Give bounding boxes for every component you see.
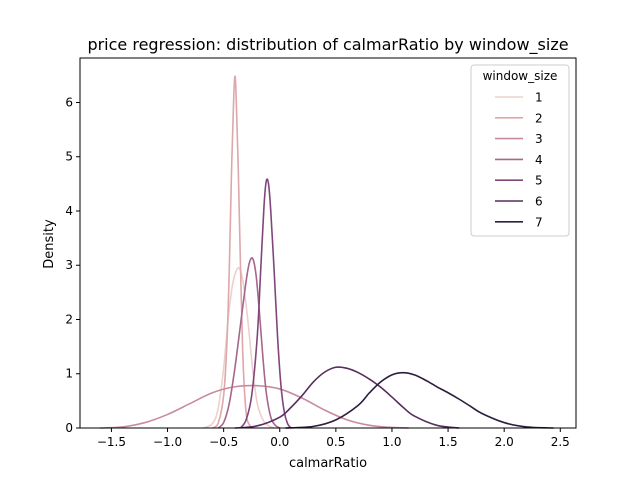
density-line-3 (100, 384, 409, 429)
y-tick-label: 4 (65, 204, 73, 218)
legend-label-1: 1 (535, 91, 543, 105)
y-tick-label: 0 (65, 421, 73, 435)
legend-label-2: 2 (535, 111, 543, 125)
y-tick-label: 2 (65, 312, 73, 326)
x-tick-label: 1.0 (382, 435, 401, 449)
x-tick-label: 2.0 (495, 435, 514, 449)
legend-label-4: 4 (535, 153, 543, 167)
y-axis-label: Density (42, 219, 57, 269)
x-axis-ticks: −1.5 −1.0 −0.5 0.0 0.5 1.0 1.5 2.0 2.5 (97, 428, 570, 449)
density-line-7 (285, 371, 554, 429)
density-line-6 (234, 366, 460, 429)
legend-label-5: 5 (535, 174, 543, 188)
y-axis-ticks: 0 1 2 3 4 5 6 (65, 95, 80, 435)
legend-entries: 1 2 3 4 5 6 7 (495, 91, 543, 229)
y-tick-label: 5 (65, 150, 73, 164)
y-tick-label: 6 (65, 95, 73, 109)
density-line-4 (217, 257, 281, 429)
y-tick-label: 3 (65, 258, 73, 272)
legend-box (470, 64, 570, 237)
x-tick-label: 1.5 (439, 435, 458, 449)
x-tick-label: 0.5 (326, 435, 345, 449)
density-line-2 (211, 75, 253, 429)
legend: window_size 1 2 3 4 5 6 7 (470, 64, 570, 237)
x-tick-label: −0.5 (209, 435, 238, 449)
legend-label-3: 3 (535, 132, 543, 146)
plot-frame (79, 57, 577, 429)
x-tick-label: 2.5 (551, 435, 570, 449)
legend-label-6: 6 (535, 195, 543, 209)
y-tick-label: 1 (65, 367, 73, 381)
density-line-5 (239, 178, 292, 429)
legend-label-7: 7 (535, 215, 543, 229)
x-tick-label: −1.0 (153, 435, 182, 449)
series-layer (100, 75, 554, 429)
chart-title: price regression: distribution of calmar… (87, 35, 568, 55)
legend-title: window_size (483, 69, 558, 83)
x-tick-label: −1.5 (97, 435, 126, 449)
x-tick-label: 0.0 (270, 435, 289, 449)
x-axis-label: calmarRatio (289, 456, 367, 471)
